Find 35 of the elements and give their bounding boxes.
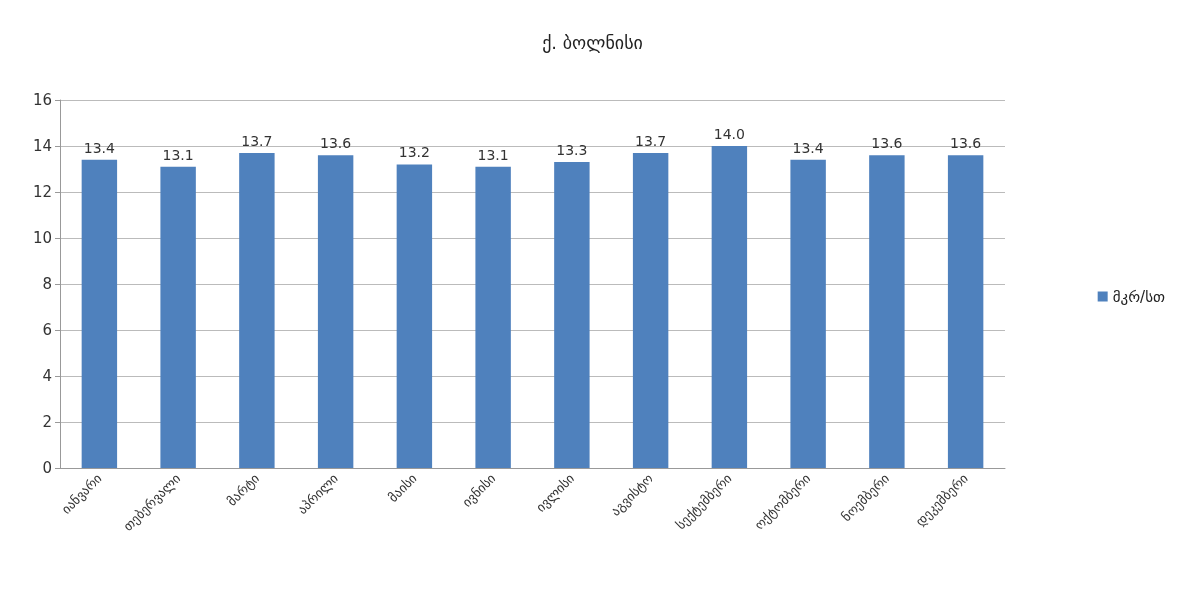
- y-tick-label: 2: [42, 413, 52, 431]
- y-tick-label: 6: [42, 321, 52, 339]
- bar: [711, 146, 748, 468]
- data-label: 13.1: [477, 146, 509, 163]
- data-label: 13.6: [320, 135, 352, 152]
- data-label: 13.4: [792, 139, 824, 156]
- y-tick-label: 4: [42, 367, 52, 385]
- legend-label: მკრ/სთ: [1112, 287, 1166, 306]
- bar: [317, 155, 354, 468]
- y-tick-label: 12: [32, 183, 52, 201]
- bar: [869, 155, 905, 468]
- data-label: 14.0: [713, 126, 745, 142]
- bar: [160, 166, 196, 468]
- data-label: 13.7: [241, 132, 273, 149]
- bar: [632, 152, 669, 468]
- bar: [790, 159, 826, 468]
- bar: [81, 159, 118, 468]
- data-label: 13.1: [162, 146, 194, 163]
- bar: [947, 155, 984, 468]
- y-tick-label: 10: [32, 229, 52, 247]
- bar: [396, 164, 433, 468]
- y-tick-label: 8: [42, 275, 52, 293]
- data-label: 13.4: [83, 139, 116, 156]
- bar: [475, 166, 511, 468]
- y-tick-label: 16: [32, 91, 52, 109]
- data-label: 13.3: [556, 142, 588, 159]
- chart-title: ქ. ბოლნისი: [542, 31, 643, 53]
- data-label: 13.2: [398, 144, 430, 161]
- data-label: 13.7: [635, 132, 667, 149]
- bar: [554, 162, 590, 468]
- y-tick-label: 14: [32, 137, 52, 155]
- y-tick-label: 0: [42, 459, 52, 477]
- bar: [239, 152, 275, 468]
- data-label: 13.6: [950, 135, 982, 152]
- data-label: 13.6: [871, 135, 903, 152]
